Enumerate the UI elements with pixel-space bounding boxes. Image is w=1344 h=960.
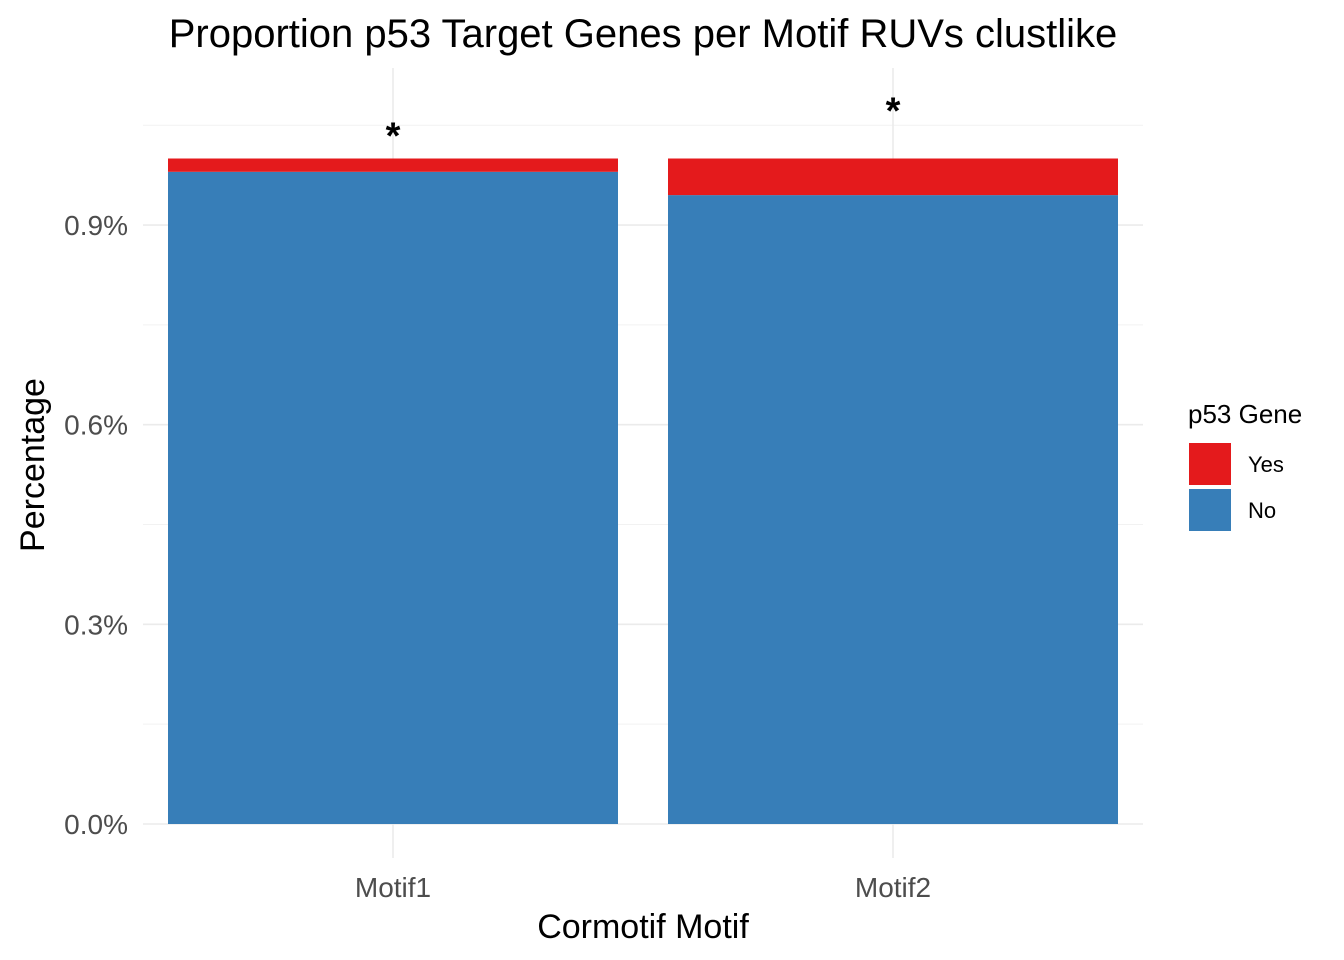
legend-title: p53 Gene xyxy=(1188,399,1302,429)
bar-motif1-no xyxy=(168,171,618,824)
significance-marker: * xyxy=(386,116,401,158)
x-axis-ticks: Motif1 Motif2 xyxy=(355,872,931,903)
significance-annotations: ** xyxy=(386,91,901,158)
y-axis-title: Percentage xyxy=(14,378,52,552)
x-tick-label: Motif2 xyxy=(855,872,931,903)
legend-label-no: No xyxy=(1248,498,1276,523)
bar-motif2-no xyxy=(668,195,1118,825)
x-tick-label: Motif1 xyxy=(355,872,431,903)
legend-label-yes: Yes xyxy=(1248,452,1284,477)
x-axis-title: Cormotif Motif xyxy=(537,908,749,946)
bar-motif1-yes xyxy=(168,158,618,172)
y-axis-ticks: 0.0% 0.3% 0.6% 0.9% xyxy=(64,210,128,840)
y-tick-label: 0.9% xyxy=(64,210,128,241)
y-tick-label: 0.0% xyxy=(64,809,128,840)
bar-motif2-yes xyxy=(668,158,1118,196)
y-tick-label: 0.6% xyxy=(64,410,128,441)
legend: p53 Gene Yes No xyxy=(1188,399,1302,531)
significance-marker: * xyxy=(886,91,901,133)
chart-title: Proportion p53 Target Genes per Motif RU… xyxy=(169,12,1118,56)
legend-entries: Yes No xyxy=(1189,443,1284,531)
legend-swatch-no xyxy=(1189,489,1231,531)
y-tick-label: 0.3% xyxy=(64,609,128,640)
legend-swatch-yes xyxy=(1189,443,1231,485)
bars xyxy=(168,158,1118,825)
